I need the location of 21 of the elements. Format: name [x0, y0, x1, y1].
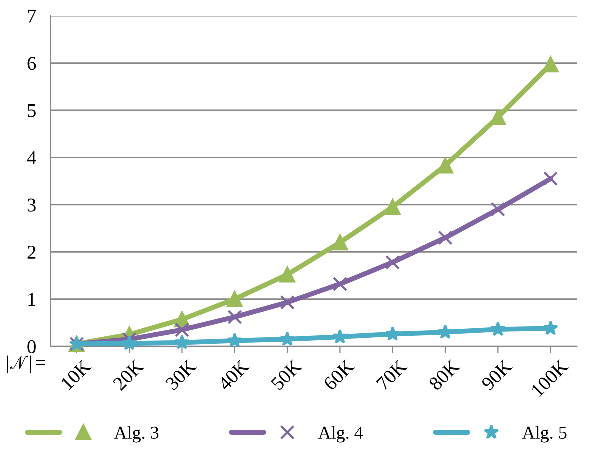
- y-tick-label: 3: [28, 198, 36, 212]
- y-tick-label: 6: [28, 57, 36, 70]
- y-tick-label: 1: [28, 293, 36, 306]
- y-tick-label: 0: [28, 340, 36, 354]
- legend-label: Alg. 5: [522, 426, 567, 443]
- x-tick-label: 20K: [112, 358, 145, 392]
- y-tick-label: 5: [28, 104, 36, 118]
- y-tick-label: 2: [28, 246, 36, 259]
- x-axis-title: |𝒩|=: [7, 356, 46, 374]
- legend-label: Alg. 4: [318, 426, 364, 443]
- x-tick-label: 70K: [376, 358, 408, 391]
- x-tick-label: 80K: [428, 358, 461, 392]
- x-tick-label: 40K: [217, 358, 250, 392]
- x-tick-label: 90K: [480, 358, 514, 392]
- x-tick-label: 10K: [60, 358, 92, 390]
- x-tick-label: 30K: [165, 358, 198, 392]
- x-tick-label: 50K: [270, 358, 303, 391]
- y-tick-label: 4: [27, 152, 36, 164]
- y-tick-label: 7: [28, 10, 36, 23]
- x-tick-label: 60K: [323, 358, 356, 392]
- legend-label: Alg. 3: [114, 426, 159, 443]
